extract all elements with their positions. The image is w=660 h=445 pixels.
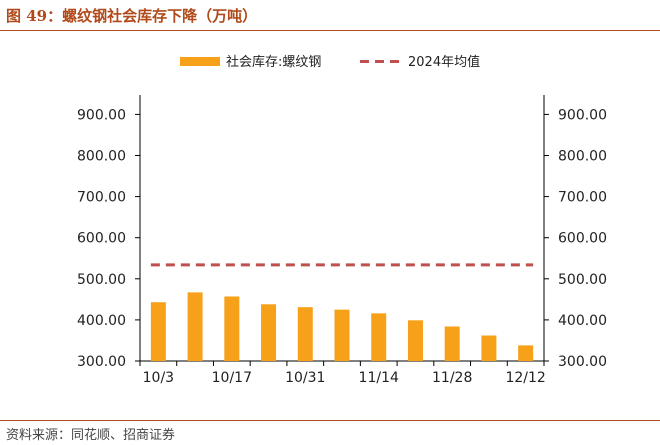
- source-note: 资料来源：同花顺、招商证券: [6, 428, 176, 443]
- right-y-tick-label: 900.00: [558, 107, 607, 123]
- bar-10-24: [261, 304, 277, 361]
- x-tick-label: 10/17: [212, 370, 252, 386]
- left-y-tick-label: 600.00: [77, 231, 126, 247]
- bar-10-17: [224, 296, 240, 361]
- bar-10-10: [187, 292, 203, 361]
- chart-title: 图 49：螺纹钢社会库存下降（万吨）: [6, 7, 258, 25]
- right-y-tick-label: 800.00: [558, 149, 607, 165]
- bar-11-14: [371, 313, 387, 361]
- left-y-tick-label: 300.00: [77, 354, 126, 370]
- bar-chart: 社会库存:螺纹钢 2024年均值 900.00 800.00 700.00 600.0…: [77, 54, 607, 386]
- bars: [150, 292, 534, 361]
- bar-11-21: [407, 320, 423, 361]
- left-y-tick-label: 800.00: [77, 149, 126, 165]
- right-y-tick-label: 400.00: [558, 313, 607, 329]
- top-divider: [0, 30, 660, 31]
- right-y-tick-label: 300.00: [558, 354, 607, 370]
- bottom-divider: [0, 420, 660, 421]
- x-tick-label: 11/28: [432, 370, 472, 386]
- x-ticks: 10/3 10/17 10/31 11/14 11/28 12/12: [139, 361, 546, 386]
- legend-avg-label: 2024年均值: [408, 54, 480, 70]
- x-tick-label: 12/12: [505, 370, 545, 386]
- left-y-ticks: 900.00 800.00 700.00 600.00 500.00 400.00 300.…: [77, 107, 140, 370]
- right-y-tick-label: 600.00: [558, 231, 607, 247]
- bar-10-31: [297, 307, 313, 361]
- bar-10-3: [150, 302, 166, 361]
- legend-bar-label: 社会库存:螺纹钢: [226, 54, 321, 70]
- bar-11-28: [444, 326, 460, 361]
- legend: 社会库存:螺纹钢 2024年均值: [180, 54, 480, 70]
- left-y-tick-label: 900.00: [77, 107, 126, 123]
- right-y-tick-label: 700.00: [558, 190, 607, 206]
- left-y-tick-label: 700.00: [77, 190, 126, 206]
- left-y-tick-label: 400.00: [77, 313, 126, 329]
- bar-11-7: [334, 309, 350, 361]
- right-y-ticks: 900.00 800.00 700.00 600.00 500.00 400.00 300.…: [544, 107, 607, 370]
- left-y-tick-label: 500.00: [77, 272, 126, 288]
- x-tick-label: 10/3: [143, 370, 174, 386]
- x-tick-label: 11/14: [359, 370, 399, 386]
- bar-12-5: [481, 335, 497, 361]
- right-y-tick-label: 500.00: [558, 272, 607, 288]
- x-tick-label: 10/31: [285, 370, 325, 386]
- bar-12-12: [518, 345, 534, 361]
- legend-bar-swatch: [180, 57, 220, 66]
